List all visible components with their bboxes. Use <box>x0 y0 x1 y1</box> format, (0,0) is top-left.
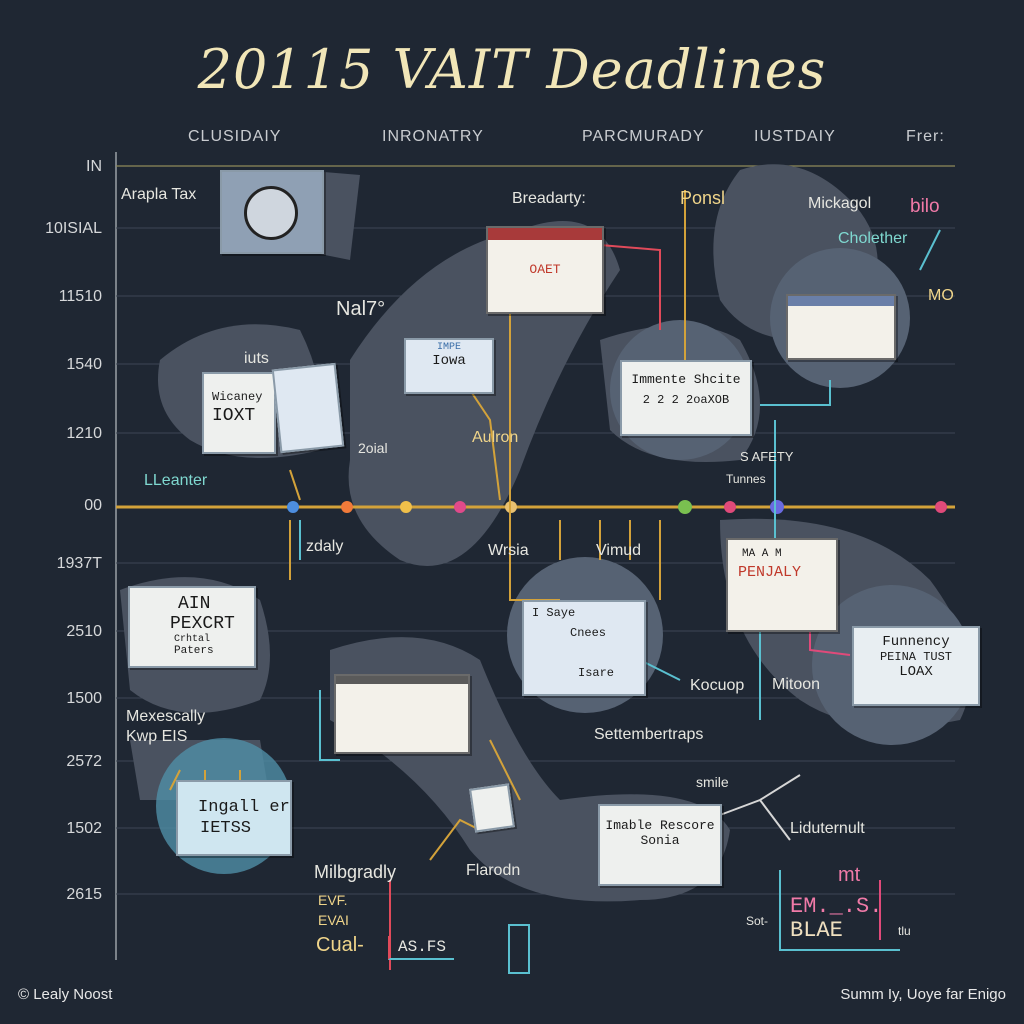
row-label: 1500 <box>66 690 102 707</box>
card-iowa-title: Iowa <box>432 353 466 369</box>
label-vimud: Vimud <box>596 542 642 559</box>
row-label: 2510 <box>66 623 102 640</box>
calendar-header <box>488 228 602 240</box>
label-cual: Cual- <box>316 934 364 956</box>
label-kocuop: Kocuop <box>690 677 745 694</box>
label-milbgradly: Milbgradly <box>314 862 397 882</box>
label-mo: MO <box>928 287 954 304</box>
row-label: 00 <box>84 497 102 514</box>
footer-credit-left: © Lealy Noost <box>18 986 113 1003</box>
card-imable-sub: Sonia <box>640 833 680 848</box>
column-header: CLUSIDAIY <box>188 128 282 145</box>
calendar-header <box>336 676 468 684</box>
row-label: IN <box>86 158 102 175</box>
row-label: 2615 <box>66 886 102 903</box>
card-funnency-title: Funnency <box>882 634 950 650</box>
label-nai7: Nal7° <box>336 298 386 320</box>
column-header: Frer: <box>906 128 945 145</box>
label-sot: Sot- <box>746 914 769 928</box>
row-label: 10ISIAL <box>45 220 102 237</box>
label-mexescally: Mexescally <box>126 708 206 725</box>
card-iowa-top: IMPE <box>436 342 461 353</box>
card-penjaly-title: PENJALY <box>738 564 802 581</box>
card-penjaly: MA A M PENJALY <box>726 538 838 632</box>
card-funnency: Funnency PEINA TUST LOAX <box>852 626 980 706</box>
label-as-fs: AS.FS <box>388 936 455 960</box>
footer-credit-right: Summ Iy, Uoye far Enigo <box>840 986 1006 1003</box>
label-safety: S AFETY <box>740 449 794 464</box>
label-2oial: 2oial <box>358 440 388 456</box>
calendar-card-oaet: OAET <box>486 226 604 314</box>
row-label: 1210 <box>66 425 102 442</box>
card-ain-pexcrt: AIN PEXCRT Crhtal Paters <box>128 586 256 668</box>
card-i-saye: I Saye Cnees Isare <box>522 600 646 696</box>
label-breadarty: Breadarty: <box>512 190 586 207</box>
card-ingaller-title: Ingall er <box>198 798 290 817</box>
card-ingaller: Ingall er IETSS <box>176 780 292 856</box>
label-leanter: LLeanter <box>144 472 208 489</box>
row-label: 11510 <box>58 288 102 305</box>
card-text-oaet: OAET <box>529 262 561 277</box>
label-liduternult: Liduternult <box>790 820 865 837</box>
label-cholether: Cholether <box>838 230 908 247</box>
label-mitoon: Mitoon <box>772 676 821 693</box>
card-cnees: Cnees <box>570 626 607 640</box>
clock-icon <box>244 186 298 240</box>
row-label: 2572 <box>66 753 102 770</box>
label-kwp-eis: Kwp EIS <box>126 728 188 745</box>
row-label: 1540 <box>66 356 102 373</box>
card-wicaney: Wicaney IOXT <box>202 372 276 454</box>
card-loxt: IOXT <box>212 406 256 426</box>
label-aulron: Aulron <box>472 429 519 446</box>
card-ietss: IETSS <box>200 819 252 838</box>
document-illustration <box>469 783 515 833</box>
calendar-header <box>788 296 894 306</box>
card-ma: MA A M <box>742 548 782 560</box>
label-evf: EVF. <box>318 892 348 908</box>
label-tlu: tlu <box>898 924 911 938</box>
row-label: 1937T <box>56 555 102 572</box>
column-header: INRONATRY <box>382 128 484 145</box>
card-pexcrt: PEXCRT <box>170 614 235 634</box>
label-mt: mt <box>838 864 861 886</box>
label-tunnes: Tunnes <box>726 472 766 486</box>
card-iowa: IMPE Iowa <box>404 338 494 394</box>
card-loax: LOAX <box>899 664 933 680</box>
timeline-nodes <box>287 500 947 514</box>
column-header: PARCMURADY <box>582 128 705 145</box>
card-immente-title: Immente Shcite <box>631 372 741 387</box>
label-wrsia: Wrsia <box>488 542 529 559</box>
calendar-card-center <box>334 674 470 754</box>
card-paters: Paters <box>174 645 214 657</box>
card-immente: Immente Shcite 2 2 2 2oaXOB <box>620 360 752 436</box>
label-bilo: bilo <box>910 196 940 217</box>
row-label: 1502 <box>66 820 102 837</box>
calendar-card-top-right <box>786 294 896 360</box>
label-arapla-tax: Arapla Tax <box>121 186 197 203</box>
label-evai: EVAI <box>318 912 349 928</box>
card-i-saye-title: I Saye <box>532 606 576 620</box>
label-smile: smile <box>696 774 729 790</box>
card-imable-title: Imable Rescore <box>605 818 715 833</box>
label-flarodn: Flarodn <box>466 862 521 879</box>
label-iuts: iuts <box>244 350 269 367</box>
label-em-s: EM._.S. <box>790 894 883 919</box>
phone-icon <box>508 924 530 974</box>
label-zdaly: zdaly <box>306 538 344 555</box>
page-title: 20115 VAIT Deadlines <box>197 38 827 101</box>
card-ain: AIN <box>178 594 211 614</box>
clock-illustration <box>220 170 324 254</box>
card-isare: Isare <box>578 666 615 680</box>
label-blae: BLAE <box>790 918 843 943</box>
document-illustration <box>271 362 345 454</box>
card-wicaney-title: Wicaney <box>212 390 263 404</box>
card-immente-sub: 2 2 2 2oaXOB <box>642 393 730 407</box>
card-peina-tust: PEINA TUST <box>879 650 952 664</box>
label-settembertraps: Settembertraps <box>594 726 704 743</box>
label-ponsl: Ponsl <box>680 188 726 208</box>
label-mickagol: Mickagol <box>808 195 872 212</box>
column-header: IUSTDAIY <box>754 128 836 145</box>
card-crhtal: Crhtal <box>174 634 211 645</box>
card-imable: Imable Rescore Sonia <box>598 804 722 886</box>
